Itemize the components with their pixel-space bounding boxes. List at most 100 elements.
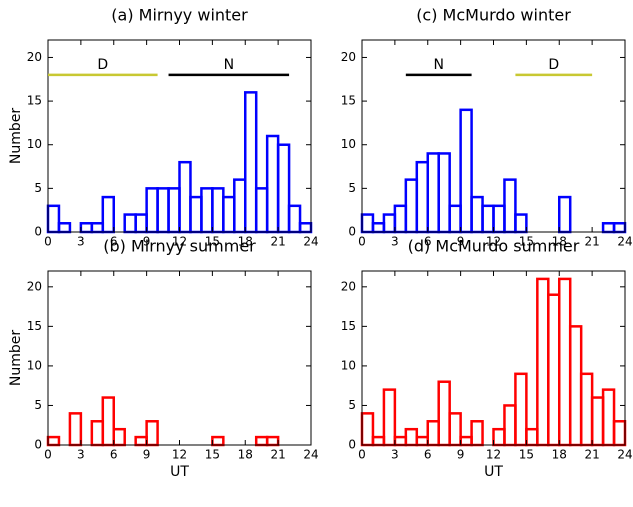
histogram-bar <box>233 178 247 234</box>
histogram-bar <box>459 108 473 234</box>
x-tick-label: 18 <box>238 448 253 462</box>
period-label: N <box>433 57 443 73</box>
y-tick-label: 15 <box>341 94 356 108</box>
histogram-bar <box>371 435 386 447</box>
x-tick-label: 9 <box>457 448 465 462</box>
histogram-bar <box>156 187 170 234</box>
y-tick-label: 5 <box>34 181 42 195</box>
histogram-bar <box>254 187 269 234</box>
x-tick-label: 21 <box>270 448 285 462</box>
histogram-bar <box>68 412 83 447</box>
y-tick-label: 20 <box>341 50 356 64</box>
histogram-bar <box>265 435 280 447</box>
histogram-bar <box>112 427 126 447</box>
x-tick-label: 12 <box>486 448 501 462</box>
histogram-bar <box>536 277 550 447</box>
histogram-bar <box>448 204 462 234</box>
y-tick-label: 20 <box>341 279 356 293</box>
histogram-bar <box>189 195 203 234</box>
x-tick-label: 3 <box>391 235 399 249</box>
x-tick-label: 6 <box>110 448 118 462</box>
y-tick-label: 5 <box>348 181 356 195</box>
y-tick-label: 5 <box>34 398 42 412</box>
y-tick-label: 5 <box>348 398 356 412</box>
histogram-bar <box>503 404 517 447</box>
histogram-bar <box>178 160 192 234</box>
histogram-bar <box>90 222 105 234</box>
y-tick-label: 0 <box>348 438 356 452</box>
histogram-bar <box>167 187 181 234</box>
y-tick-label: 20 <box>27 279 42 293</box>
histogram-bar <box>437 152 451 234</box>
x-tick-label: 15 <box>205 448 220 462</box>
x-tick-label: 12 <box>172 448 187 462</box>
histogram-bar <box>101 396 115 447</box>
histogram-bar <box>514 372 528 447</box>
histogram-bar <box>265 134 280 234</box>
y-tick-label: 10 <box>341 137 356 151</box>
histogram-bar <box>145 187 159 234</box>
x-tick-label: 24 <box>303 235 318 249</box>
histogram-bar <box>123 213 137 234</box>
histogram-bar <box>601 222 616 234</box>
x-tick-label: 21 <box>270 235 285 249</box>
y-tick-label: 0 <box>34 225 42 239</box>
x-tick-label: 24 <box>303 448 318 462</box>
histogram-bar <box>525 427 539 447</box>
x-tick-label: 9 <box>457 235 465 249</box>
x-tick-label: 12 <box>486 235 501 249</box>
histogram-bar <box>101 195 115 234</box>
histogram-bar <box>393 435 408 447</box>
y-tick-label: 0 <box>348 225 356 239</box>
histogram-bar <box>415 435 429 447</box>
histogram-bar <box>382 213 397 234</box>
histogram-bar <box>46 435 61 447</box>
histogram-bar <box>276 143 291 234</box>
histogram-bar <box>470 195 484 234</box>
histogram-bar <box>470 420 484 447</box>
histogram-bar <box>459 435 473 447</box>
period-label: N <box>224 57 234 73</box>
histogram-bar <box>612 222 627 234</box>
x-tick-label: 18 <box>552 448 567 462</box>
x-axis-label: UT <box>484 464 503 480</box>
period-label: D <box>548 57 559 73</box>
x-tick-label: 18 <box>238 235 253 249</box>
histogram-bar <box>360 412 375 447</box>
histogram-bar <box>448 412 462 447</box>
x-tick-label: 0 <box>44 448 52 462</box>
x-tick-label: 3 <box>391 448 399 462</box>
histogram-bar <box>426 420 440 447</box>
histogram-bar <box>298 222 313 234</box>
histogram-bar <box>404 178 419 234</box>
histogram-bar <box>90 420 105 447</box>
panel-title: (b) Mirnyy summer <box>103 237 256 256</box>
x-tick-label: 6 <box>424 448 432 462</box>
panel-title: (a) Mirnyy winter <box>111 6 248 25</box>
plot-frame <box>361 39 626 233</box>
histogram-bar <box>492 204 506 234</box>
x-tick-label: 21 <box>584 235 599 249</box>
histogram-bar <box>79 222 94 234</box>
y-axis-label: Number <box>8 108 24 164</box>
y-tick-label: 10 <box>27 358 42 372</box>
histogram-bar <box>558 277 572 447</box>
histogram-bar <box>57 222 72 234</box>
x-tick-label: 6 <box>110 235 118 249</box>
plot-frame <box>47 270 312 446</box>
histogram-bar <box>211 435 225 447</box>
histogram-bar <box>547 293 561 447</box>
histogram-bar <box>558 195 572 234</box>
panel-title: (c) McMurdo winter <box>416 6 571 25</box>
x-axis-label: UT <box>170 464 189 480</box>
x-tick-label: 15 <box>519 448 534 462</box>
x-tick-label: 6 <box>424 235 432 249</box>
x-tick-label: 0 <box>358 448 366 462</box>
x-tick-label: 24 <box>617 235 632 249</box>
histogram-bar <box>134 213 148 234</box>
histogram-bar <box>568 325 583 447</box>
histogram-bar <box>393 204 408 234</box>
x-tick-label: 15 <box>205 235 220 249</box>
histogram-bar <box>492 427 506 447</box>
